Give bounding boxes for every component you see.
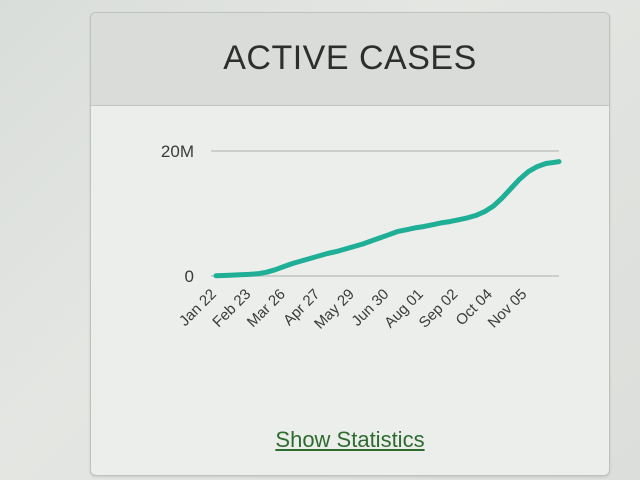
show-statistics-link[interactable]: Show Statistics [275,427,425,452]
x-tick-label-2: Mar 26 [244,286,289,331]
active-cases-line [213,159,562,279]
y-tick-label-0: 0 [185,267,194,286]
x-tick-label-7: Sep 02 [416,286,462,332]
active-cases-card: ACTIVE CASES 0 20M Jan 22 Feb 23 Mar 26 Apr 2… [90,12,610,476]
x-tick-label-1: Feb 23 [209,286,254,331]
y-tick-label-1: 20M [161,142,194,161]
card-header: ACTIVE CASES [91,13,609,106]
x-tick-label-9: Nov 05 [485,286,531,332]
card-title: ACTIVE CASES [223,39,477,77]
